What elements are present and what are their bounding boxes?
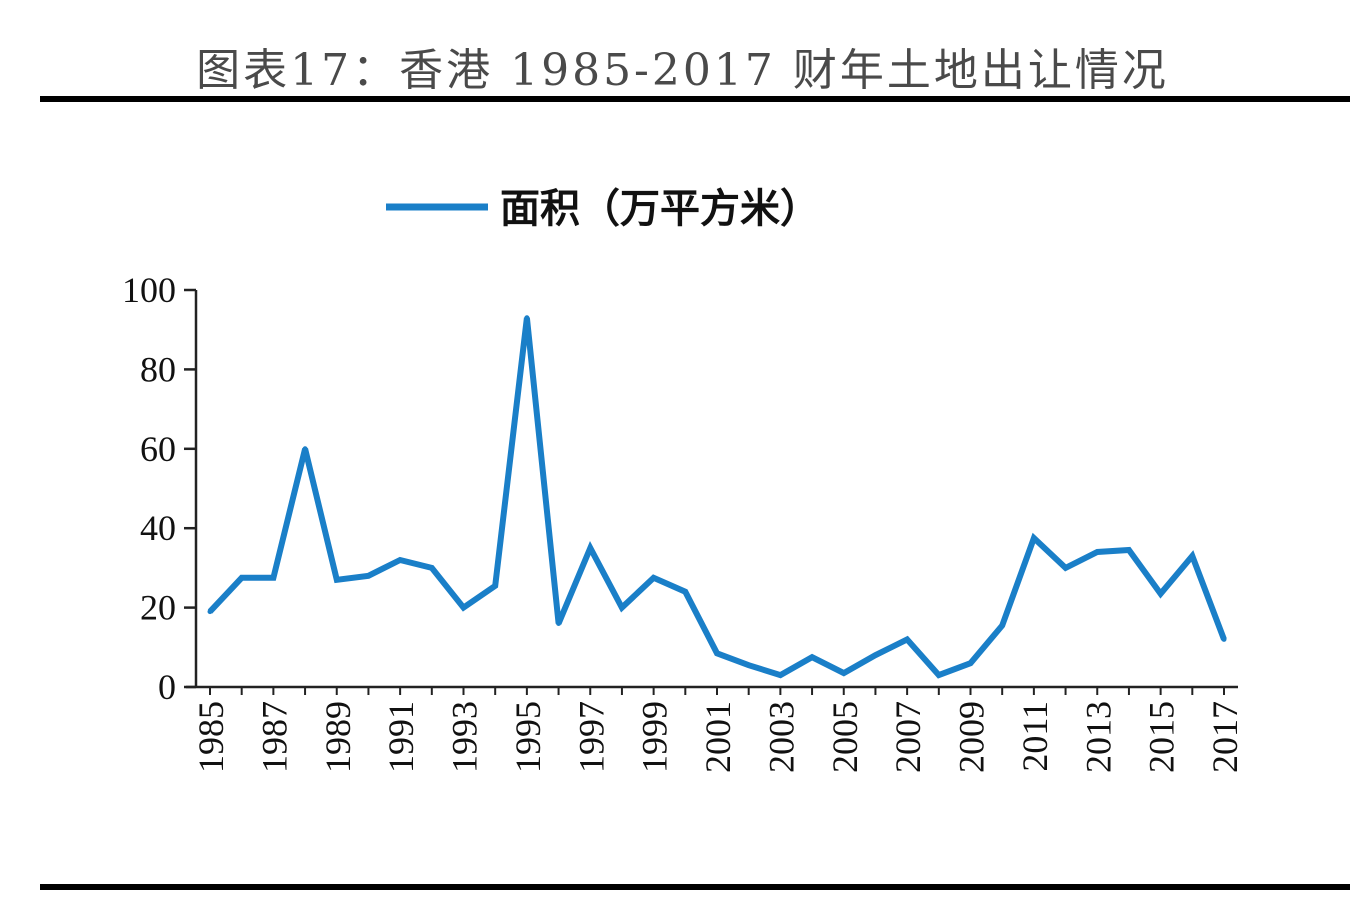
y-tick-label: 100 <box>122 270 176 310</box>
x-tick-label: 2017 <box>1205 701 1245 773</box>
data-point <box>397 557 403 563</box>
data-point <box>1126 547 1132 553</box>
data-point <box>841 670 847 676</box>
x-tick-label: 2011 <box>1015 701 1055 772</box>
x-tick-label: 2005 <box>825 701 865 773</box>
x-tick-label: 2015 <box>1142 701 1182 773</box>
data-point <box>365 573 371 579</box>
y-tick-label: 80 <box>140 349 176 389</box>
data-point <box>777 672 783 678</box>
data-point <box>461 605 466 611</box>
series-line <box>207 317 1227 679</box>
x-tick-label: 1995 <box>508 701 548 773</box>
legend: 面积（万平方米） <box>386 186 820 232</box>
data-point <box>968 660 973 666</box>
data-point <box>999 623 1005 628</box>
data-point <box>334 577 340 583</box>
y-axis-ticks: 0 20 40 60 80 100 <box>122 270 196 707</box>
x-tick-label: 2001 <box>698 701 738 773</box>
x-tick-label: 2003 <box>761 701 801 773</box>
x-tick-label: 2013 <box>1078 701 1118 773</box>
top-rule <box>40 96 1350 102</box>
figure-title: 图表17：香港 1985-2017 财年土地出让情况 <box>196 45 1169 96</box>
data-point <box>1063 565 1069 571</box>
data-point <box>1221 636 1227 642</box>
data-point <box>651 575 657 581</box>
series-group <box>207 315 1227 679</box>
data-point <box>936 672 942 678</box>
x-tick-label: 1999 <box>635 701 675 773</box>
data-point <box>1094 549 1100 555</box>
data-point <box>524 315 530 321</box>
data-point <box>302 446 308 452</box>
x-tick-label: 1991 <box>381 701 421 773</box>
data-point <box>1158 591 1164 597</box>
data-point <box>207 609 213 615</box>
data-point <box>492 583 498 589</box>
data-point <box>746 662 752 668</box>
y-tick-label: 40 <box>140 508 176 548</box>
data-point <box>1031 535 1037 541</box>
bottom-rule <box>40 884 1350 890</box>
data-point <box>556 621 562 626</box>
data-point <box>619 605 625 611</box>
data-point <box>904 636 910 642</box>
data-point <box>1189 553 1195 559</box>
data-point <box>809 654 815 660</box>
y-tick-label: 60 <box>140 429 176 469</box>
data-point <box>587 545 593 551</box>
x-tick-label: 1993 <box>445 701 485 773</box>
x-tick-label: 2009 <box>952 701 992 773</box>
data-point <box>270 575 276 581</box>
x-tick-label: 1989 <box>318 701 358 773</box>
data-point <box>429 565 435 571</box>
x-axis-ticks: 1985 1987 1989 1991 1993 1995 1997 1999 2001 2003… <box>191 687 1245 773</box>
data-point <box>714 650 720 656</box>
y-tick-label: 20 <box>140 588 176 628</box>
x-tick-label: 1987 <box>254 701 294 773</box>
legend-label: 面积（万平方米） <box>500 186 820 232</box>
y-tick-label: 0 <box>158 667 176 707</box>
data-point <box>239 575 245 581</box>
x-tick-label: 1985 <box>191 701 231 773</box>
x-tick-label: 1997 <box>571 701 611 773</box>
data-point <box>872 652 878 658</box>
x-tick-label: 2007 <box>888 701 928 773</box>
axes <box>186 290 1238 689</box>
data-point <box>682 589 688 595</box>
